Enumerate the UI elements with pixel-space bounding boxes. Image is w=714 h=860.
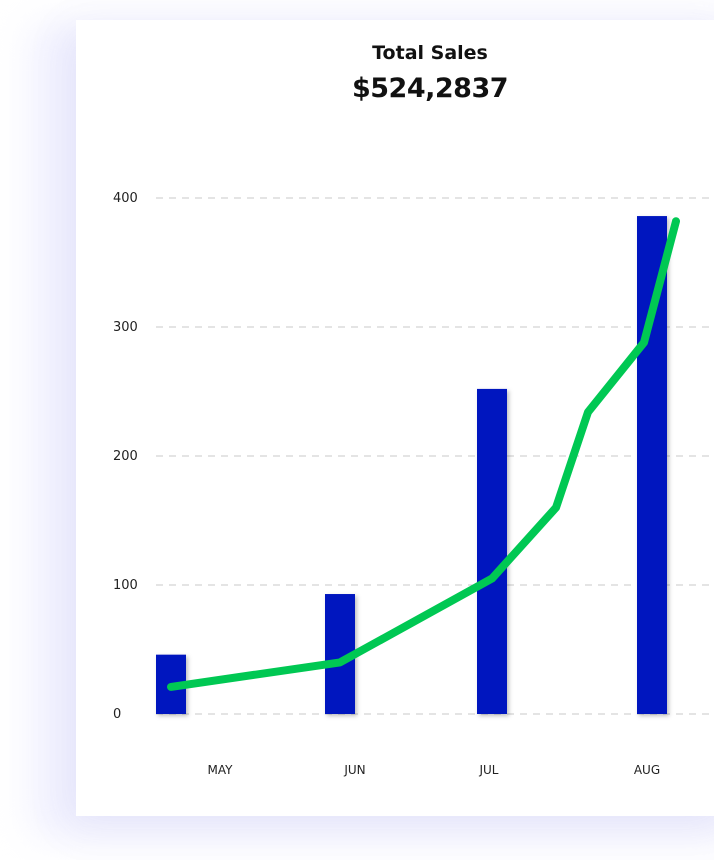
x-tick-label: JUL	[478, 763, 498, 777]
total-sales-value: $524,2837	[351, 73, 509, 104]
x-tick-label: AUG	[634, 763, 660, 777]
bar	[637, 216, 667, 714]
bar	[477, 388, 507, 714]
y-tick-label: 400	[113, 191, 138, 206]
trend-line	[167, 217, 680, 691]
x-tick-label: JUN	[343, 763, 365, 777]
y-tick-label: 0	[113, 707, 121, 722]
y-tick-label: 300	[113, 320, 138, 335]
y-tick-label: 200	[113, 449, 138, 464]
x-tick-label: MAY	[208, 763, 234, 777]
y-tick-label: 100	[113, 578, 138, 593]
chart-title: Total Sales	[372, 42, 488, 64]
